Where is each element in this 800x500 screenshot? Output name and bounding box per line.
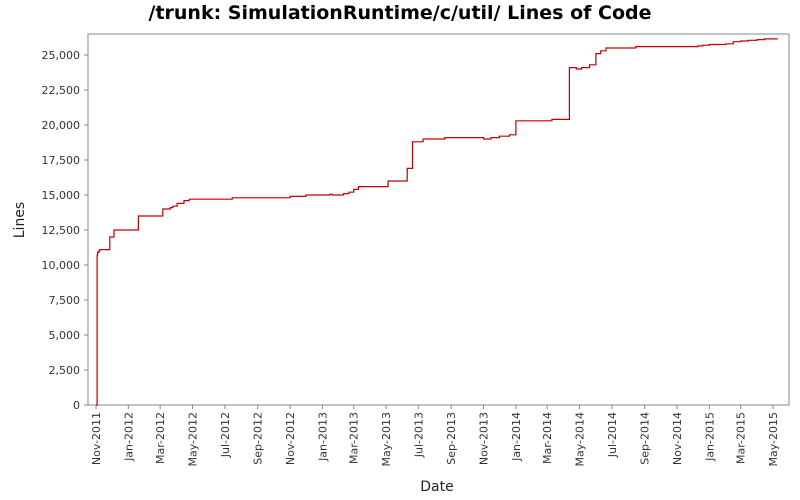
x-tick-label: Nov-2014 xyxy=(671,412,684,465)
x-tick-label: May-2014 xyxy=(573,412,586,467)
x-tick-label: Jul-2012 xyxy=(219,412,232,458)
x-tick-label: Jan-2013 xyxy=(316,412,329,462)
y-tick-label: 25,000 xyxy=(42,49,81,62)
x-tick-label: Sep-2013 xyxy=(445,412,458,465)
y-tick-label: 15,000 xyxy=(42,189,81,202)
y-tick-label: 22,500 xyxy=(42,84,81,97)
x-axis-label: Date xyxy=(420,479,453,495)
x-tick-label: May-2015 xyxy=(767,412,780,467)
x-tick-label: Jul-2013 xyxy=(412,412,425,458)
x-tick-label: Jan-2015 xyxy=(703,412,716,462)
y-tick-label: 0 xyxy=(73,399,80,412)
y-tick-label: 7,500 xyxy=(49,294,81,307)
y-tick-label: 20,000 xyxy=(42,119,81,132)
x-tick-label: May-2013 xyxy=(380,412,393,467)
lines-of-code-line xyxy=(96,38,778,406)
plot-area xyxy=(87,33,790,406)
x-tick-label: Nov-2011 xyxy=(90,412,103,465)
x-tick-label: Mar-2014 xyxy=(541,412,554,464)
x-tick-label: Sep-2012 xyxy=(252,412,265,465)
x-tick-label: Nov-2012 xyxy=(284,412,297,465)
x-tick-label: Jan-2014 xyxy=(510,412,523,462)
x-tick-label: Sep-2014 xyxy=(639,412,652,465)
y-tick-label: 5,000 xyxy=(49,329,81,342)
y-tick-label: 10,000 xyxy=(42,259,81,272)
y-axis-label: Lines xyxy=(12,202,28,238)
x-tick-label: Jan-2012 xyxy=(122,412,135,462)
x-tick-label: Mar-2015 xyxy=(735,412,748,464)
x-tick-label: Nov-2013 xyxy=(478,412,491,465)
y-tick-label: 12,500 xyxy=(42,224,81,237)
y-axis: 0 2,500 5,000 7,500 10,000 12,500 15,000 17,500… xyxy=(42,49,88,412)
x-tick-label: Mar-2013 xyxy=(348,412,361,464)
x-tick-label: Jul-2014 xyxy=(606,412,619,458)
x-axis: Nov-2011 Jan-2012 Mar-2012 May-2012 Jul-2012… xyxy=(90,405,780,467)
y-tick-label: 17,500 xyxy=(42,154,81,167)
chart-title: /trunk: SimulationRuntime/c/util/ Lines … xyxy=(148,2,652,24)
x-tick-label: May-2012 xyxy=(186,412,199,467)
x-tick-label: Mar-2012 xyxy=(154,412,167,464)
y-tick-label: 2,500 xyxy=(49,364,81,377)
